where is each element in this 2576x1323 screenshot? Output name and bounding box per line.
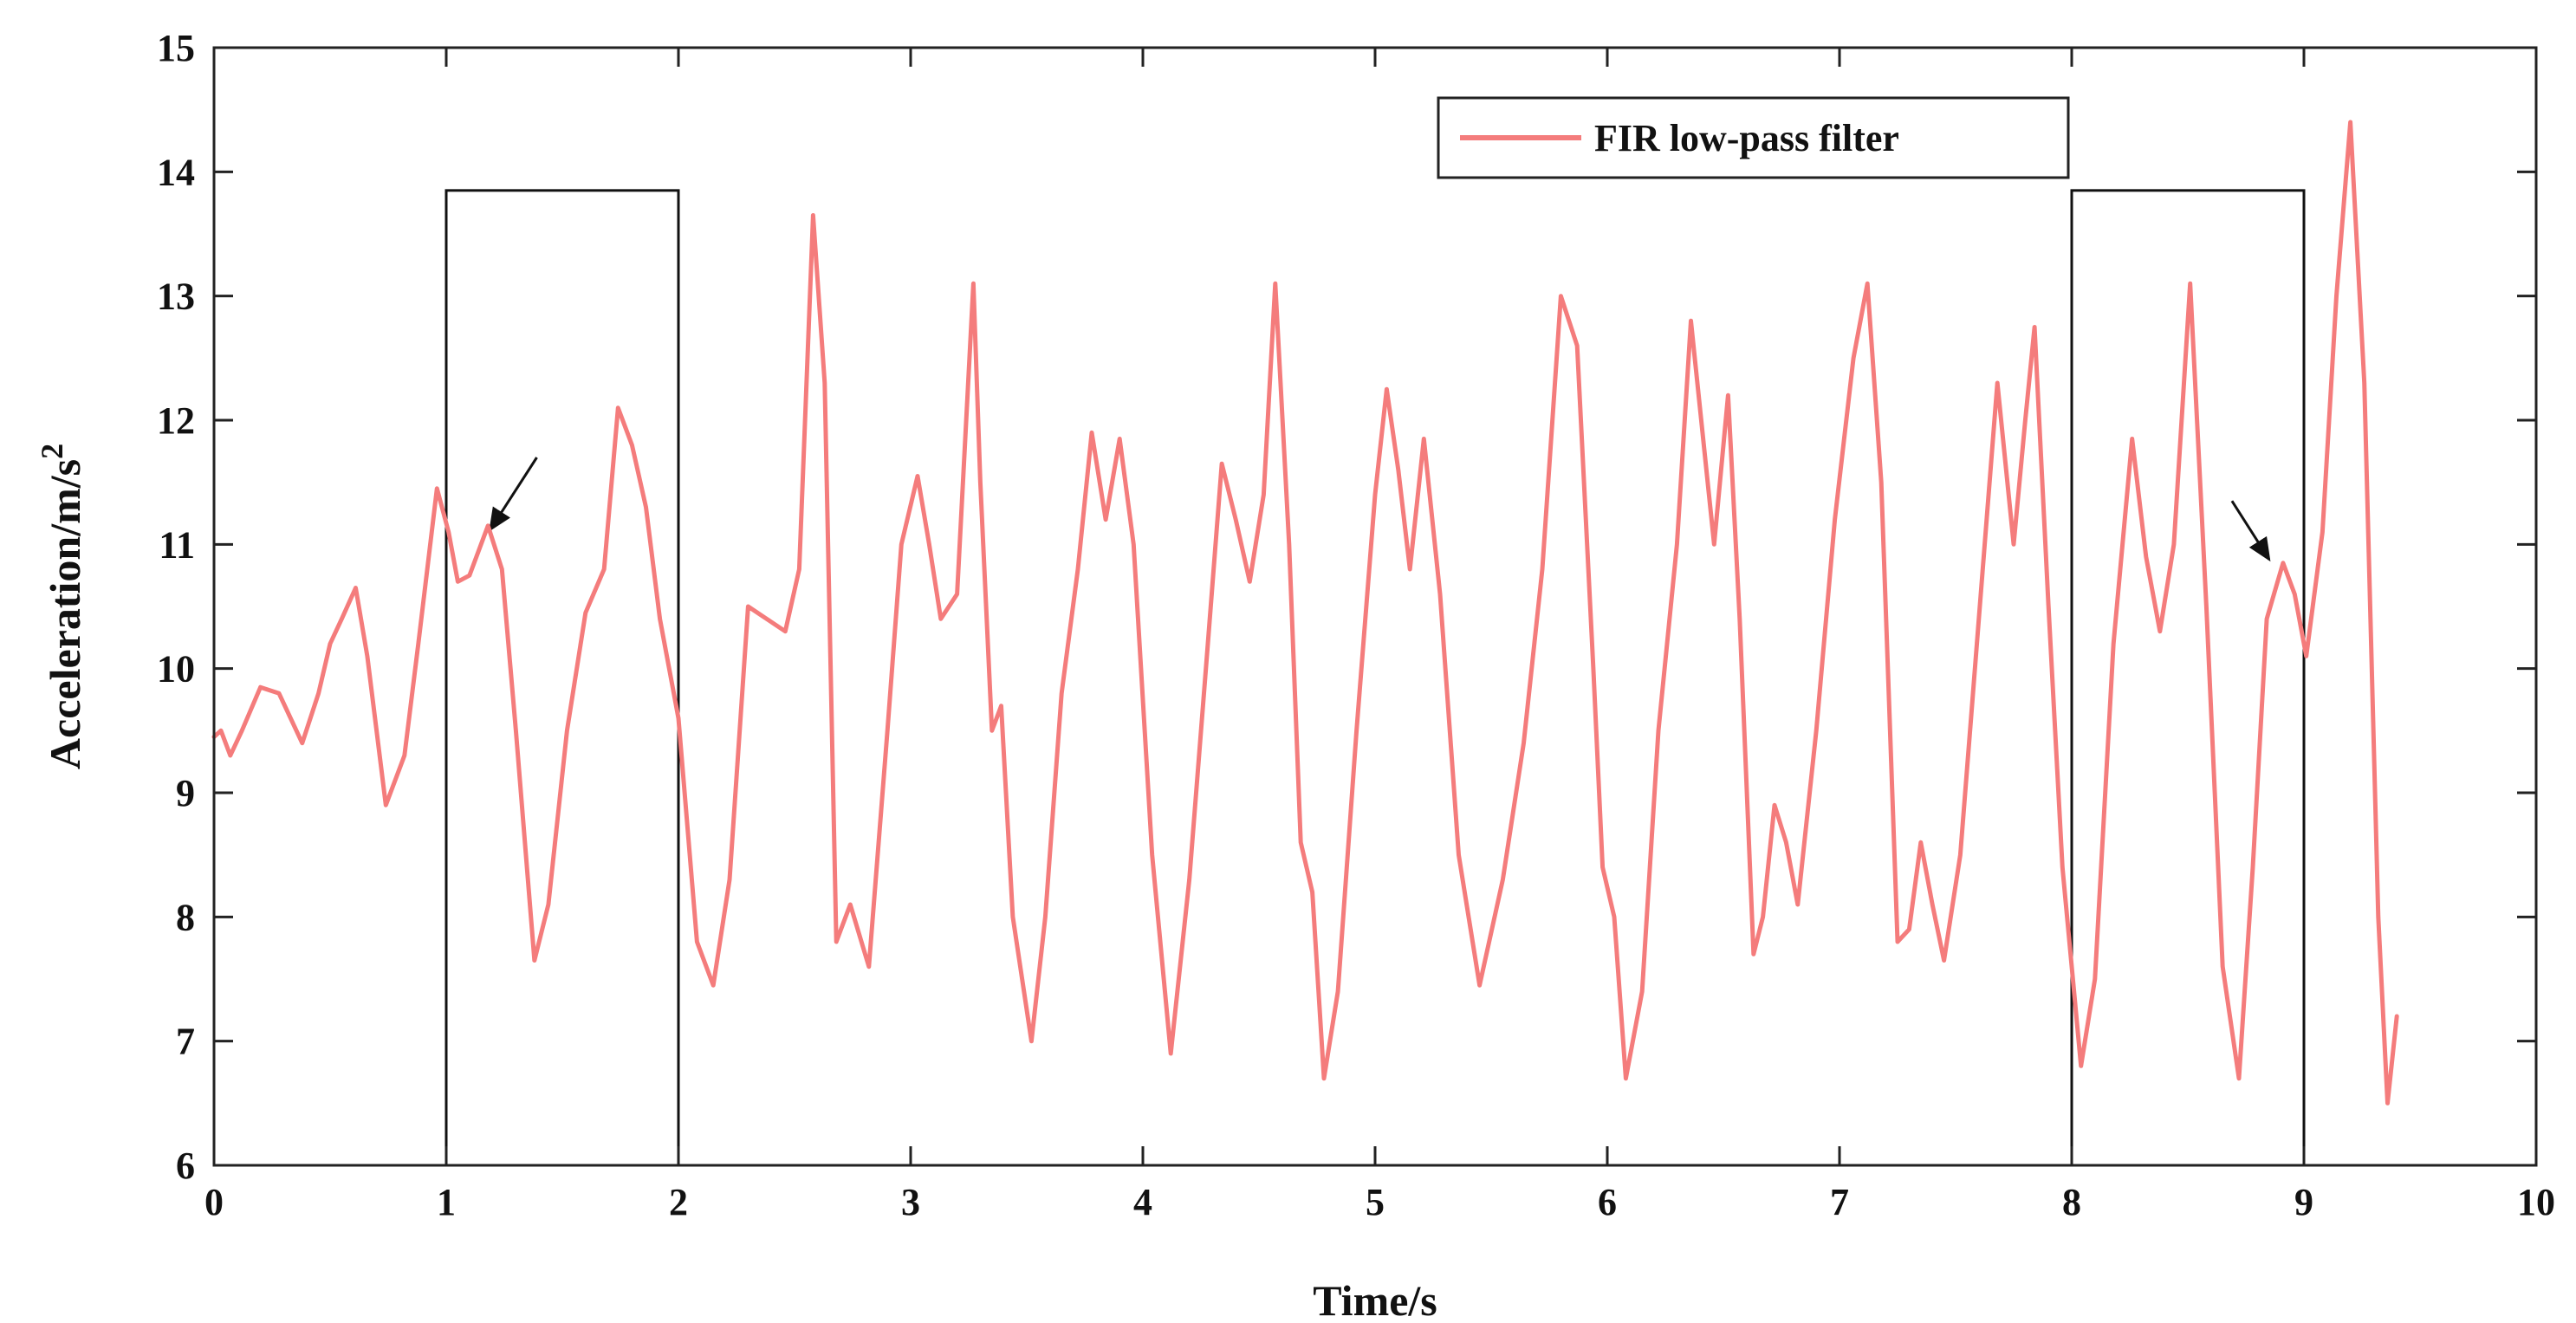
- y-tick-label: 15: [157, 27, 195, 69]
- y-tick-label: 10: [157, 648, 195, 691]
- y-tick-label: 12: [157, 399, 195, 442]
- y-tick-label: 8: [176, 896, 195, 938]
- y-axis-label: Acceleration/m/s2: [35, 444, 89, 769]
- annotation-arrow-0: [489, 457, 538, 532]
- y-tick-label: 7: [176, 1021, 195, 1063]
- x-tick-label: 3: [901, 1181, 920, 1223]
- x-tick-label: 2: [669, 1181, 688, 1223]
- legend: FIR low-pass filter: [1437, 96, 2070, 179]
- y-axis-label-text: Acceleration/m/s: [41, 459, 89, 769]
- x-tick-label: 6: [1598, 1181, 1617, 1223]
- x-axis-label: Time/s: [1313, 1276, 1437, 1323]
- series-layer: [211, 120, 2399, 1106]
- y-tick-label: 9: [176, 772, 195, 814]
- y-tick-label: 11: [159, 523, 195, 566]
- x-tick-label: 8: [2062, 1181, 2081, 1223]
- x-tick-label: 10: [2517, 1181, 2555, 1223]
- legend-label: FIR low-pass filter: [1594, 117, 1899, 159]
- x-tick-label: 5: [1366, 1181, 1385, 1223]
- x-tick-label: 7: [1830, 1181, 1849, 1223]
- y-tick-label: 14: [157, 151, 195, 193]
- y-axis-label-superscript: 2: [35, 444, 69, 459]
- x-tick-label: 0: [204, 1181, 224, 1223]
- x-tick-label: 4: [1133, 1181, 1152, 1223]
- y-tick-label: 13: [157, 276, 195, 318]
- x-tick-label: 1: [437, 1181, 456, 1223]
- series-line-0: [211, 120, 2399, 1106]
- x-tick-label: 9: [2294, 1181, 2313, 1223]
- annotation-arrow-1: [2230, 500, 2271, 562]
- tick-layer: [212, 46, 2538, 1167]
- y-tick-label: 6: [176, 1145, 195, 1187]
